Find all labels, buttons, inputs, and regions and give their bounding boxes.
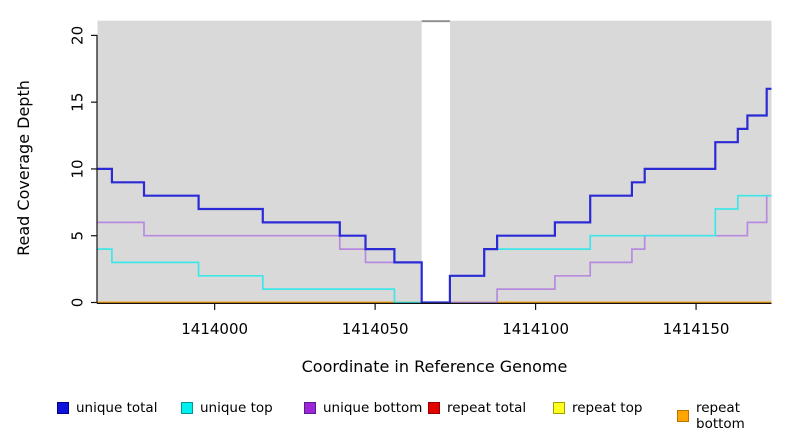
x-tick-label: 1414100: [502, 320, 569, 338]
x-tick-label: 1414150: [663, 320, 730, 338]
legend-label-repeat-top: repeat top: [572, 400, 643, 416]
legend-swatch-unique-top: [181, 402, 193, 414]
legend-swatch-repeat-total: [428, 402, 440, 414]
y-tick-label: 15: [69, 93, 87, 112]
legend-item-repeat-bottom: repeat bottom: [677, 400, 792, 432]
y-tick-label: 10: [69, 159, 87, 178]
y-tick-label: 20: [69, 26, 87, 45]
legend-item-unique-bottom: unique bottom: [304, 400, 422, 416]
y-tick-label: 0: [69, 298, 87, 308]
legend-label-unique-top: unique top: [200, 400, 273, 416]
legend-label-repeat-total: repeat total: [447, 400, 527, 416]
legend-swatch-unique-total: [57, 402, 69, 414]
legend-label-unique-bottom: unique bottom: [323, 400, 423, 416]
chart-legend: unique total unique top unique bottom repea…: [0, 400, 792, 432]
legend-label-repeat-bottom: repeat bottom: [696, 400, 745, 432]
legend-swatch-repeat-top: [553, 402, 565, 414]
series-line-unique-total: [97, 87, 772, 304]
legend-item-unique-top: unique top: [181, 400, 273, 416]
y-axis-title: Read Coverage Depth: [14, 80, 33, 256]
legend-item-unique-total: unique total: [57, 400, 157, 416]
x-axis-title: Coordinate in Reference Genome: [301, 357, 568, 376]
coverage-chart: 1414000 1414050 1414100 1414150 0 5 10 15 20: [69, 20, 772, 338]
legend-swatch-repeat-bottom: [677, 410, 689, 422]
legend-label-unique-total: unique total: [76, 400, 158, 416]
legend-item-repeat-top: repeat top: [553, 400, 642, 416]
gap-band: [421, 21, 450, 304]
x-tick-label: 1414000: [181, 320, 248, 338]
series-line-unique-bottom: [97, 194, 772, 304]
x-tick-label: 1414050: [342, 320, 409, 338]
legend-swatch-unique-bottom: [304, 402, 316, 414]
legend-item-repeat-total: repeat total: [428, 400, 526, 416]
y-tick-label: 5: [69, 231, 87, 241]
